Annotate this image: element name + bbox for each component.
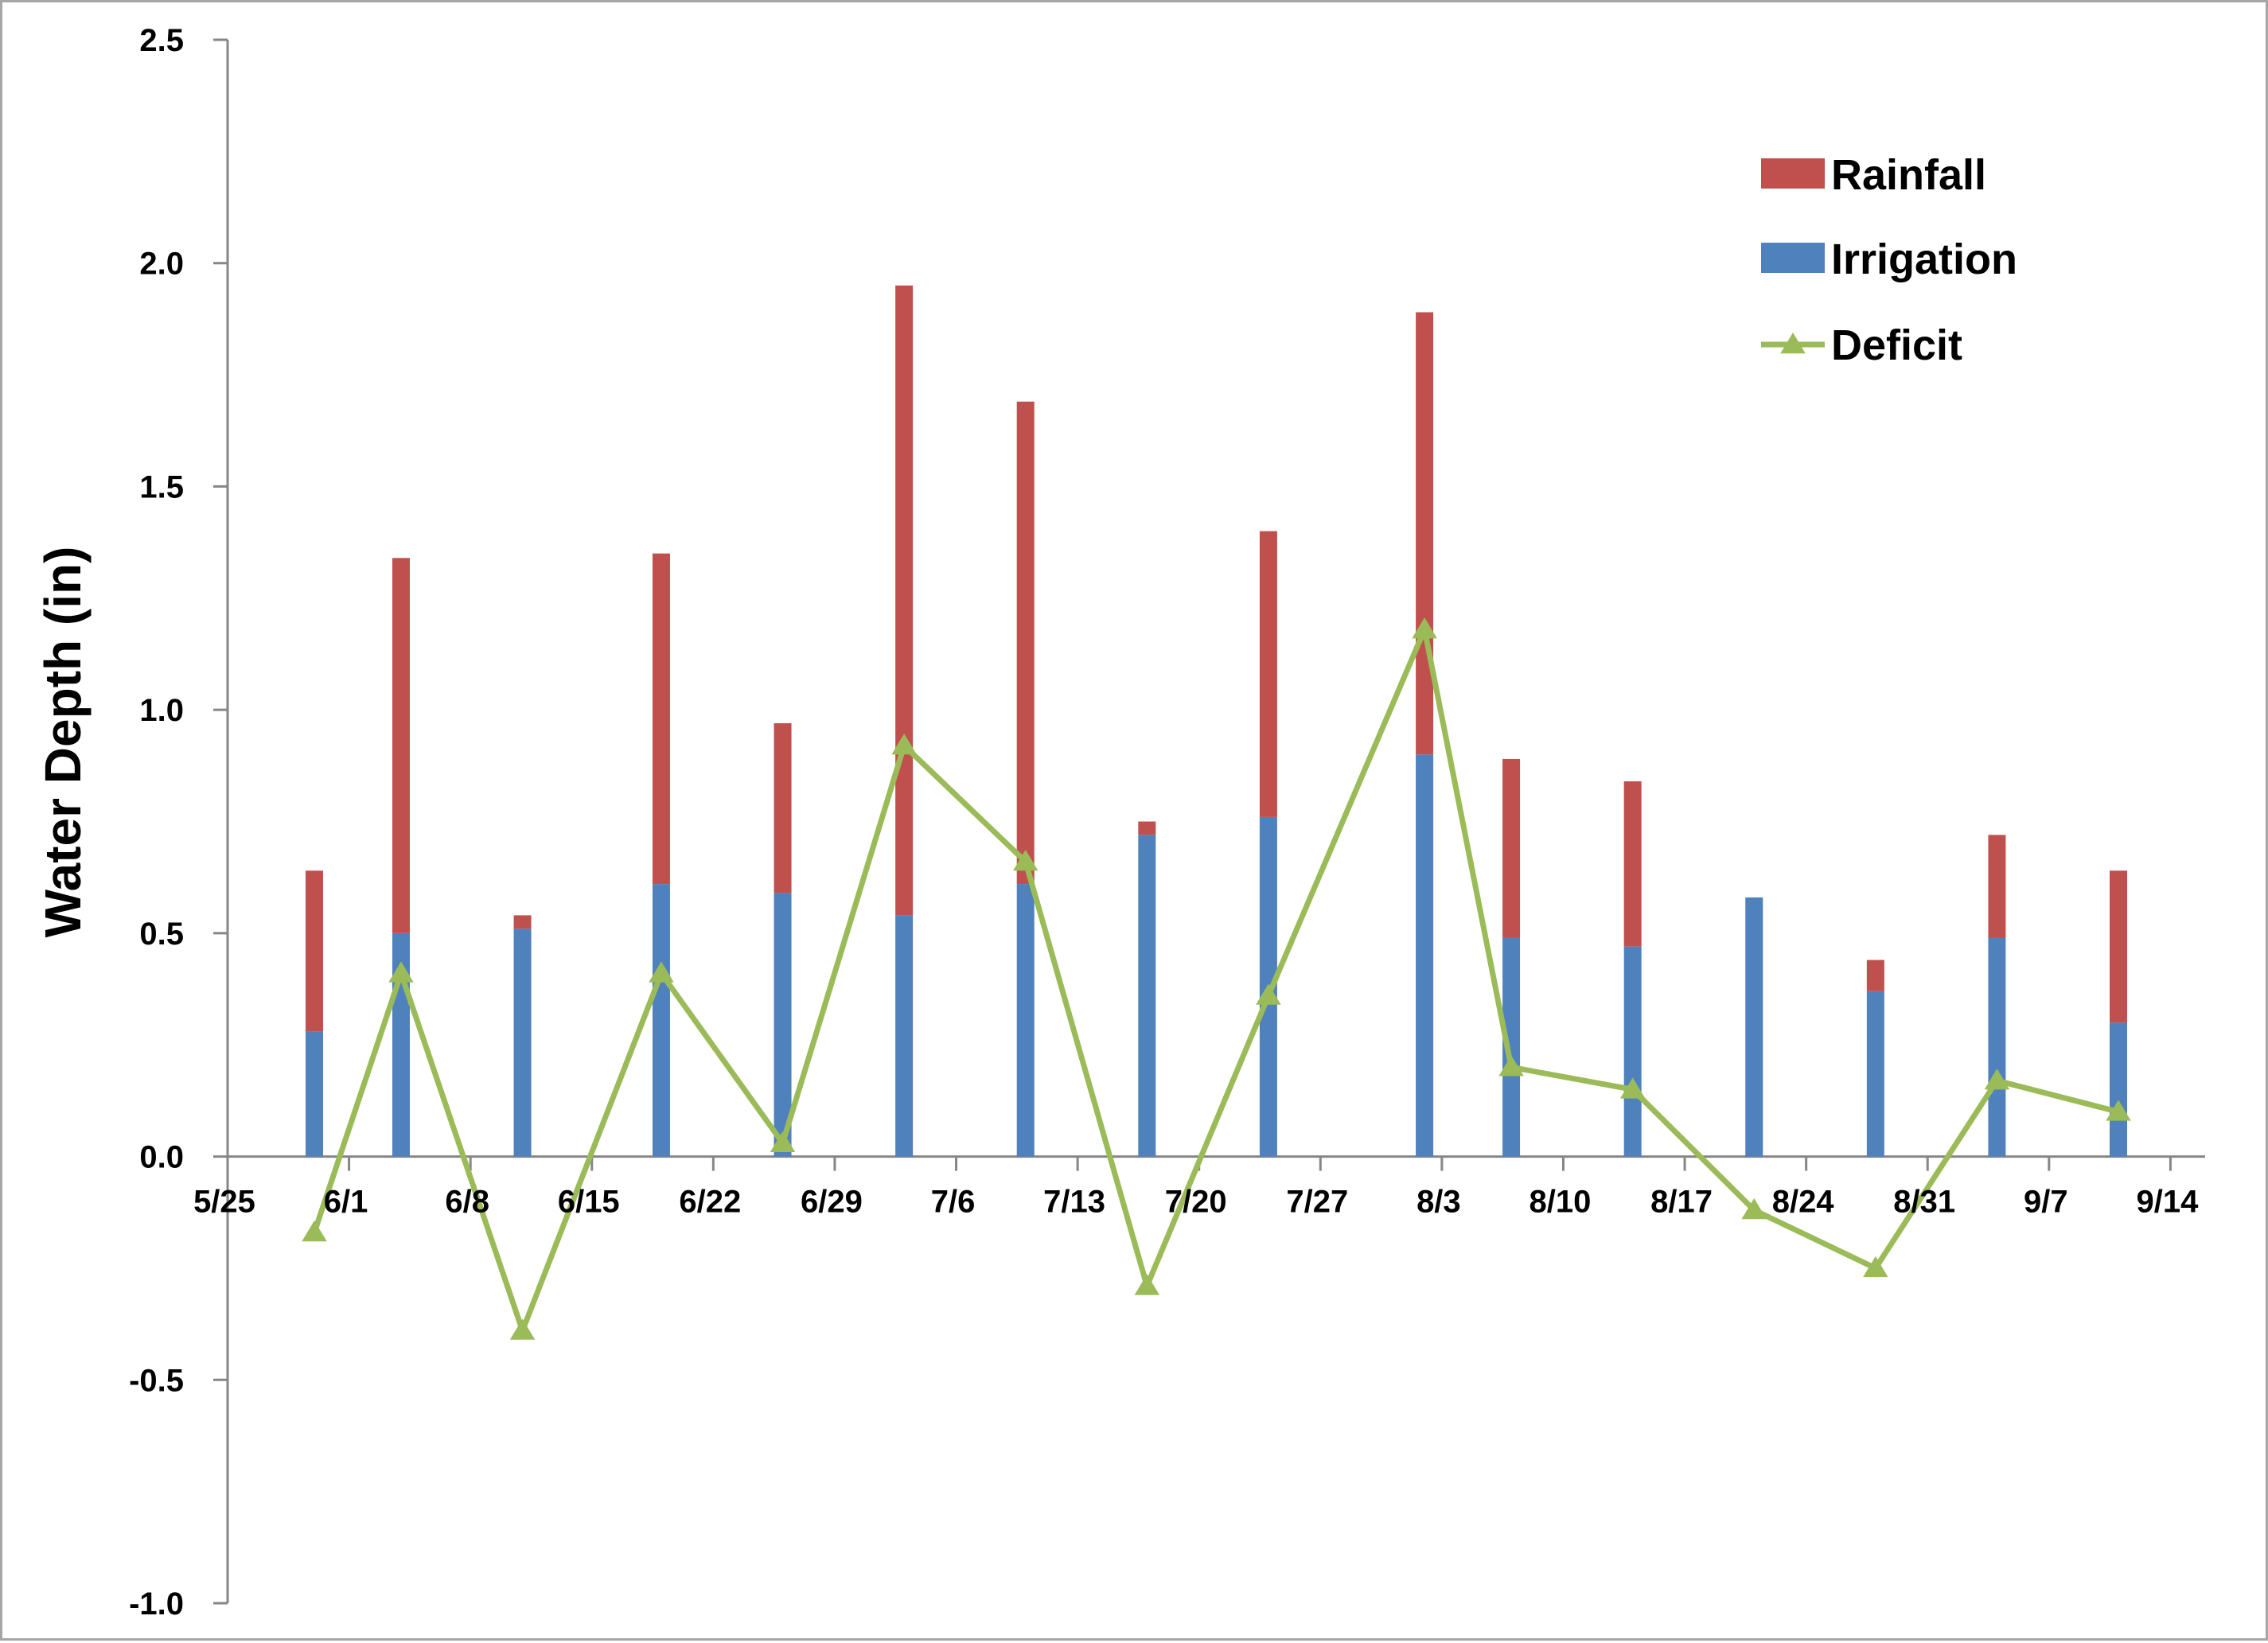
deficit-point bbox=[1498, 1055, 1524, 1077]
rainfall-bar bbox=[1502, 758, 1521, 938]
y-axis-title: Water Depth (in) bbox=[34, 547, 92, 938]
rainfall-bar bbox=[1416, 312, 1434, 755]
deficit-legend-label: Deficit bbox=[1831, 321, 1962, 369]
x-tick-label: 8/24 bbox=[1772, 1185, 1835, 1220]
irrigation-bar bbox=[2110, 1022, 2128, 1157]
rainfall-bar bbox=[1623, 781, 1642, 947]
irrigation-bar bbox=[1502, 937, 1521, 1157]
rainfall-bar bbox=[1988, 835, 2006, 938]
rainfall-legend-swatch bbox=[1761, 158, 1825, 189]
irrigation-bar bbox=[652, 884, 670, 1157]
x-tick-label: 7/20 bbox=[1165, 1185, 1227, 1220]
deficit-point bbox=[1741, 1197, 1767, 1220]
rainfall-bar bbox=[305, 870, 323, 1032]
deficit-point bbox=[1619, 1077, 1646, 1099]
y-tick-label: 0.0 bbox=[139, 1140, 184, 1175]
irrigation-bar bbox=[895, 915, 914, 1157]
irrigation-bar bbox=[1866, 991, 1884, 1157]
y-tick-label: 1.0 bbox=[139, 693, 184, 728]
x-tick-label: 8/3 bbox=[1417, 1185, 1461, 1220]
deficit-point bbox=[1984, 1069, 2010, 1090]
irrigation-bar bbox=[774, 893, 792, 1157]
y-tick-label: 2.5 bbox=[139, 23, 184, 58]
rainfall-bar bbox=[895, 285, 914, 916]
x-tick-label: 8/10 bbox=[1530, 1185, 1592, 1220]
rainfall-bar bbox=[1866, 960, 1884, 991]
bar-series bbox=[305, 285, 2128, 1157]
x-tick-label: 8/17 bbox=[1650, 1185, 1713, 1220]
x-tick-label: 6/22 bbox=[679, 1185, 741, 1220]
deficit-point bbox=[509, 1318, 536, 1340]
rainfall-bar bbox=[513, 915, 532, 929]
x-tick-label: 6/8 bbox=[445, 1185, 489, 1220]
deficit-point bbox=[1863, 1256, 1888, 1278]
irrigation-bar bbox=[1138, 835, 1156, 1157]
x-tick-label: 7/27 bbox=[1286, 1185, 1348, 1220]
x-tick-label: 7/6 bbox=[931, 1185, 976, 1220]
x-tick-label: 6/1 bbox=[324, 1185, 368, 1220]
y-tick-label: 0.5 bbox=[139, 917, 184, 952]
x-tick-label: 5/25 bbox=[193, 1185, 255, 1220]
irrigation-legend-label: Irrigation bbox=[1831, 236, 2017, 283]
x-tick-label: 6/15 bbox=[558, 1185, 620, 1220]
tick-labels: 2.5 2.0 1.5 1.0 0.5 0.0 -0.5 -1.0 5/25 6/1 6/8 6/15… bbox=[129, 23, 2199, 1622]
x-tick-label: 9/7 bbox=[2024, 1185, 2068, 1220]
irrigation-bar bbox=[1623, 946, 1642, 1157]
rainfall-bar bbox=[774, 722, 792, 894]
rainfall-bar bbox=[392, 558, 410, 933]
deficit-line-series bbox=[302, 617, 2131, 1340]
deficit-line bbox=[311, 626, 2119, 1334]
deficit-point bbox=[2106, 1100, 2131, 1121]
irrigation-legend-swatch bbox=[1761, 243, 1825, 273]
deficit-legend-marker bbox=[1780, 333, 1806, 354]
deficit-point bbox=[1256, 983, 1281, 1005]
x-tick-label: 7/13 bbox=[1043, 1185, 1105, 1220]
deficit-point bbox=[1012, 850, 1039, 871]
irrigation-bar bbox=[305, 1031, 323, 1157]
rainfall-bar bbox=[652, 553, 670, 885]
deficit-point bbox=[1412, 617, 1437, 639]
irrigation-bar bbox=[1016, 884, 1035, 1157]
deficit-point bbox=[649, 961, 674, 983]
irrigation-bar bbox=[1988, 937, 2006, 1157]
x-tick-label: 6/29 bbox=[801, 1185, 863, 1220]
x-tick-label: 8/31 bbox=[1893, 1185, 1955, 1220]
rainfall-bar bbox=[2110, 870, 2128, 1023]
irrigation-bar bbox=[1745, 897, 1763, 1157]
deficit-point bbox=[891, 734, 917, 755]
deficit-point bbox=[388, 961, 414, 983]
rainfall-bar bbox=[1138, 821, 1156, 835]
irrigation-bar bbox=[513, 929, 532, 1157]
y-tick-label: 2.0 bbox=[139, 247, 184, 282]
x-tick-label: 9/14 bbox=[2136, 1185, 2199, 1220]
deficit-point bbox=[770, 1131, 796, 1152]
irrigation-bar bbox=[1416, 754, 1434, 1157]
deficit-point bbox=[1134, 1274, 1160, 1295]
rainfall-legend-label: Rainfall bbox=[1831, 151, 1986, 199]
rainfall-bar bbox=[1016, 401, 1035, 885]
rainfall-bar bbox=[1259, 531, 1277, 817]
y-tick-label: 1.5 bbox=[139, 469, 184, 504]
legend: Rainfall Irrigation Deficit bbox=[1761, 151, 2017, 369]
y-tick-label: -1.0 bbox=[129, 1587, 184, 1622]
deficit-point bbox=[302, 1221, 327, 1242]
y-tick-label: -0.5 bbox=[129, 1363, 184, 1398]
